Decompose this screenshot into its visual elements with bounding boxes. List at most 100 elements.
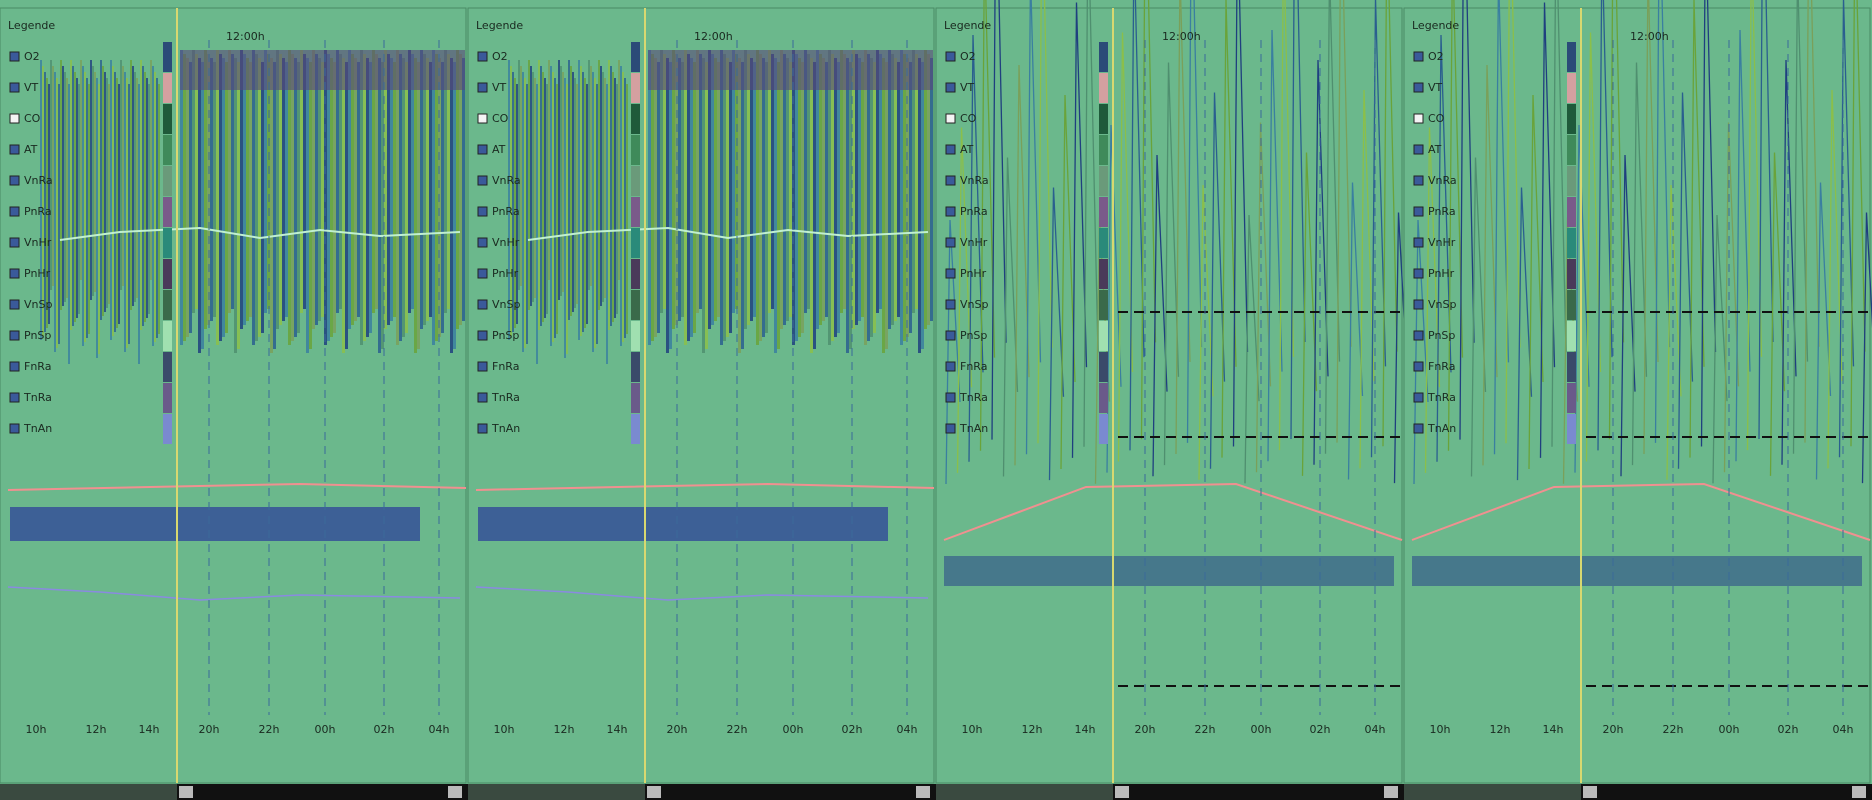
legend-checkbox[interactable] [477, 144, 488, 155]
legend-label[interactable]: TnAn [23, 422, 52, 435]
legend-label[interactable]: PnSp [492, 329, 519, 342]
legend-checkbox[interactable] [9, 51, 20, 62]
legend-label[interactable]: CO [1428, 112, 1445, 125]
legend-label[interactable]: VnRa [24, 174, 53, 187]
legend-label[interactable]: VnSp [1428, 298, 1456, 311]
scrollbar[interactable] [645, 784, 936, 800]
legend-label[interactable]: VnRa [960, 174, 989, 187]
scroll-button[interactable] [179, 786, 193, 798]
legend-checkbox[interactable] [477, 423, 488, 434]
legend-label[interactable]: PnSp [1428, 329, 1455, 342]
legend-label[interactable]: VnSp [492, 298, 520, 311]
legend-checkbox[interactable] [477, 237, 488, 248]
legend-label[interactable]: VT [960, 81, 975, 94]
legend-checkbox[interactable] [9, 113, 20, 124]
legend-checkbox[interactable] [945, 51, 956, 62]
legend-label[interactable]: TnRa [1427, 391, 1456, 404]
legend-label[interactable]: PnHr [492, 267, 519, 280]
legend-label[interactable]: TnRa [959, 391, 988, 404]
legend-checkbox[interactable] [1413, 175, 1424, 186]
scrollbar[interactable] [177, 784, 468, 800]
legend-checkbox[interactable] [1413, 51, 1424, 62]
legend-label[interactable]: PnRa [960, 205, 988, 218]
legend-label[interactable]: VT [1428, 81, 1443, 94]
legend-checkbox[interactable] [9, 392, 20, 403]
legend-label[interactable]: O2 [492, 50, 508, 63]
legend-label[interactable]: AT [24, 143, 38, 156]
legend-label[interactable]: VnRa [492, 174, 521, 187]
legend-checkbox[interactable] [1413, 361, 1424, 372]
legend-checkbox[interactable] [1413, 423, 1424, 434]
legend-checkbox[interactable] [477, 330, 488, 341]
legend-checkbox[interactable] [9, 237, 20, 248]
legend-checkbox[interactable] [9, 82, 20, 93]
legend-label[interactable]: VnHr [960, 236, 988, 249]
legend-label[interactable]: O2 [960, 50, 976, 63]
scrollbar[interactable] [1113, 784, 1404, 800]
legend-checkbox[interactable] [9, 361, 20, 372]
legend-checkbox[interactable] [1413, 82, 1424, 93]
legend-label[interactable]: PnSp [960, 329, 987, 342]
legend-label[interactable]: TnRa [491, 391, 520, 404]
legend-checkbox[interactable] [9, 330, 20, 341]
legend-checkbox[interactable] [477, 392, 488, 403]
legend-label[interactable]: CO [24, 112, 41, 125]
scrollbar[interactable] [1581, 784, 1872, 800]
legend-checkbox[interactable] [477, 361, 488, 372]
legend-checkbox[interactable] [9, 175, 20, 186]
legend-checkbox[interactable] [9, 206, 20, 217]
legend-checkbox[interactable] [9, 299, 20, 310]
legend-checkbox[interactable] [945, 268, 956, 279]
legend-label[interactable]: VnSp [24, 298, 52, 311]
legend-label[interactable]: AT [492, 143, 506, 156]
scroll-button[interactable] [647, 786, 661, 798]
legend-checkbox[interactable] [477, 299, 488, 310]
legend-label[interactable]: PnRa [24, 205, 52, 218]
legend-checkbox[interactable] [9, 268, 20, 279]
legend-label[interactable]: VnHr [1428, 236, 1456, 249]
legend-checkbox[interactable] [1413, 330, 1424, 341]
legend-label[interactable]: VT [24, 81, 39, 94]
scroll-button[interactable] [1583, 786, 1597, 798]
scroll-button[interactable] [1384, 786, 1398, 798]
scroll-button[interactable] [1852, 786, 1866, 798]
legend-label[interactable]: PnHr [24, 267, 51, 280]
legend-checkbox[interactable] [477, 175, 488, 186]
legend-label[interactable]: FnRa [960, 360, 987, 373]
legend-label[interactable]: O2 [1428, 50, 1444, 63]
legend-checkbox[interactable] [945, 206, 956, 217]
scroll-button[interactable] [448, 786, 462, 798]
legend-checkbox[interactable] [1413, 206, 1424, 217]
legend-checkbox[interactable] [945, 392, 956, 403]
legend-label[interactable]: PnHr [960, 267, 987, 280]
legend-label[interactable]: PnHr [1428, 267, 1455, 280]
legend-checkbox[interactable] [945, 330, 956, 341]
legend-label[interactable]: TnAn [959, 422, 988, 435]
legend-label[interactable]: AT [1428, 143, 1442, 156]
legend-label[interactable]: AT [960, 143, 974, 156]
legend-label[interactable]: PnRa [492, 205, 520, 218]
legend-label[interactable]: FnRa [492, 360, 519, 373]
legend-checkbox[interactable] [1413, 392, 1424, 403]
legend-checkbox[interactable] [945, 82, 956, 93]
legend-label[interactable]: CO [492, 112, 509, 125]
legend-checkbox[interactable] [1413, 237, 1424, 248]
legend-label[interactable]: PnSp [24, 329, 51, 342]
legend-label[interactable]: FnRa [1428, 360, 1455, 373]
legend-checkbox[interactable] [9, 144, 20, 155]
legend-label[interactable]: TnAn [491, 422, 520, 435]
scroll-button[interactable] [1115, 786, 1129, 798]
scroll-button[interactable] [916, 786, 930, 798]
legend-checkbox[interactable] [945, 423, 956, 434]
legend-checkbox[interactable] [945, 144, 956, 155]
legend-label[interactable]: VnHr [24, 236, 52, 249]
legend-checkbox[interactable] [477, 82, 488, 93]
legend-checkbox[interactable] [1413, 268, 1424, 279]
legend-checkbox[interactable] [945, 175, 956, 186]
legend-checkbox[interactable] [945, 361, 956, 372]
legend-label[interactable]: TnRa [23, 391, 52, 404]
legend-checkbox[interactable] [477, 113, 488, 124]
legend-label[interactable]: FnRa [24, 360, 51, 373]
legend-label[interactable]: TnAn [1427, 422, 1456, 435]
legend-checkbox[interactable] [477, 51, 488, 62]
